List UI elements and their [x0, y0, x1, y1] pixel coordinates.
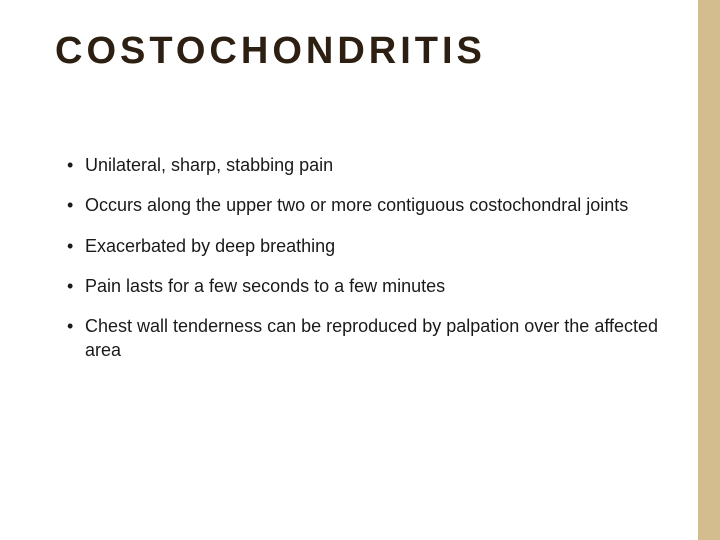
bullet-item: Chest wall tenderness can be reproduced …	[55, 314, 665, 363]
slide: COSTOCHONDRITIS Unilateral, sharp, stabb…	[0, 0, 720, 540]
bullet-item: Exacerbated by deep breathing	[55, 234, 665, 258]
bullet-item: Unilateral, sharp, stabbing pain	[55, 153, 665, 177]
bullet-text: Chest wall tenderness can be reproduced …	[85, 316, 658, 360]
bullet-text: Occurs along the upper two or more conti…	[85, 195, 628, 215]
slide-title: COSTOCHONDRITIS	[55, 30, 665, 73]
bullet-text: Pain lasts for a few seconds to a few mi…	[85, 276, 445, 296]
bullet-item: Occurs along the upper two or more conti…	[55, 193, 665, 217]
bullet-text: Unilateral, sharp, stabbing pain	[85, 155, 333, 175]
accent-bar	[698, 0, 720, 540]
bullet-text: Exacerbated by deep breathing	[85, 236, 335, 256]
bullet-list: Unilateral, sharp, stabbing pain Occurs …	[55, 153, 665, 363]
bullet-item: Pain lasts for a few seconds to a few mi…	[55, 274, 665, 298]
